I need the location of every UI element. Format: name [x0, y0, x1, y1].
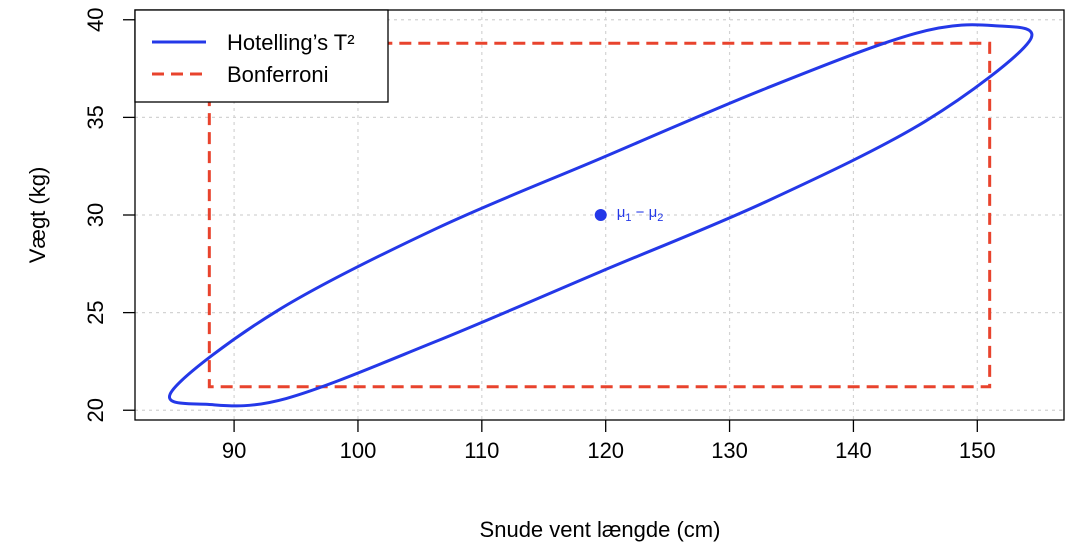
legend-label-bonferroni: Bonferroni — [227, 62, 329, 87]
x-tick-label-0: 90 — [222, 438, 246, 463]
y-tick-label-4: 40 — [83, 8, 108, 32]
hotelling-ellipse — [168, 23, 1034, 408]
y-tick-label-2: 30 — [83, 203, 108, 227]
legend-box — [134, 9, 389, 103]
center-label-mu2: μ — [649, 204, 658, 221]
y-axis-label: Vægt (kg) — [25, 167, 50, 264]
series-layer — [168, 23, 1034, 408]
x-tick-label-4: 130 — [711, 438, 748, 463]
legend-label-hotelling: Hotelling’s T² — [227, 30, 355, 55]
center-point-group: μ1 − μ2 — [594, 204, 664, 224]
x-tick-label-3: 120 — [587, 438, 624, 463]
x-tick-label-5: 140 — [835, 438, 872, 463]
x-tick-label-6: 150 — [959, 438, 996, 463]
y-tick-label-3: 35 — [83, 105, 108, 129]
center-label-sub2: 2 — [657, 212, 663, 224]
center-point-label: μ1 − μ2 — [617, 204, 664, 224]
bonferroni-rectangle — [207, 41, 992, 389]
y-tick-label-0: 20 — [83, 398, 108, 422]
legend: Hotelling’s T² Bonferroni — [134, 9, 389, 103]
axes: 90 100 110 120 130 140 150 20 25 30 35 40 — [83, 8, 996, 463]
x-tick-label-1: 100 — [340, 438, 377, 463]
x-tick-label-2: 110 — [464, 438, 499, 463]
center-label-mu1: μ — [617, 204, 626, 221]
center-label-sep: − — [632, 204, 649, 221]
center-point — [594, 209, 607, 221]
y-tick-label-1: 25 — [83, 300, 108, 324]
x-axis-label: Snude vent længde (cm) — [480, 517, 721, 542]
center-label-sub1: 1 — [625, 212, 631, 224]
